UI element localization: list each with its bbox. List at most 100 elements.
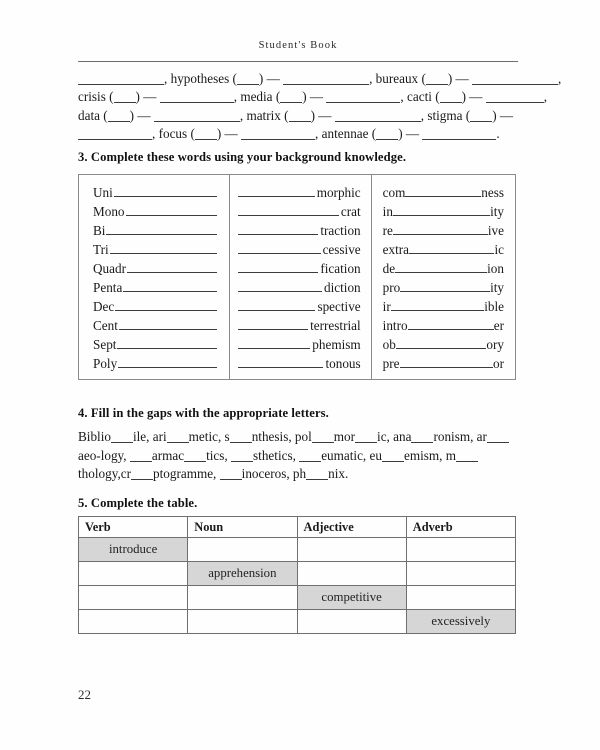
answer-blank[interactable] bbox=[166, 431, 189, 443]
answer-blank[interactable] bbox=[125, 204, 218, 216]
answer-blank[interactable] bbox=[238, 204, 339, 216]
answer-blank[interactable] bbox=[376, 128, 399, 140]
answer-blank[interactable] bbox=[326, 91, 401, 104]
empty-cell[interactable] bbox=[77, 561, 189, 586]
text-run: tics, bbox=[206, 447, 232, 463]
answer-blank[interactable] bbox=[280, 91, 303, 104]
answer-blank[interactable] bbox=[194, 128, 217, 140]
text-run: ) — bbox=[258, 71, 284, 86]
answer-blank[interactable] bbox=[236, 73, 259, 85]
answer-blank[interactable] bbox=[470, 110, 493, 122]
answer-blank[interactable] bbox=[106, 223, 218, 235]
answer-blank[interactable] bbox=[78, 73, 164, 85]
answer-blank[interactable] bbox=[392, 204, 491, 216]
answer-blank[interactable] bbox=[159, 91, 234, 104]
column-header: Adjective bbox=[296, 516, 407, 538]
answer-blank[interactable] bbox=[238, 337, 311, 349]
empty-cell[interactable] bbox=[405, 537, 517, 562]
word-row: ir ible bbox=[383, 297, 504, 316]
word-row: Penta bbox=[93, 278, 218, 297]
answer-blank[interactable] bbox=[219, 468, 242, 480]
answer-blank[interactable] bbox=[238, 185, 315, 197]
answer-blank[interactable] bbox=[334, 110, 421, 122]
word-row: Uni bbox=[93, 183, 218, 202]
answer-blank[interactable] bbox=[390, 299, 485, 311]
answer-blank[interactable] bbox=[299, 450, 322, 462]
empty-cell[interactable] bbox=[77, 585, 189, 610]
answer-blank[interactable] bbox=[485, 91, 544, 104]
answer-blank[interactable] bbox=[115, 299, 218, 311]
answer-blank[interactable] bbox=[107, 110, 130, 122]
answer-blank[interactable] bbox=[395, 261, 488, 273]
answer-blank[interactable] bbox=[411, 431, 434, 443]
answer-blank[interactable] bbox=[117, 337, 218, 349]
empty-cell[interactable] bbox=[187, 585, 298, 610]
empty-cell[interactable] bbox=[296, 561, 407, 586]
word-prefix: Poly bbox=[93, 356, 118, 371]
answer-blank[interactable] bbox=[288, 110, 311, 122]
answer-blank[interactable] bbox=[395, 337, 487, 349]
answer-blank[interactable] bbox=[405, 185, 482, 197]
empty-cell[interactable] bbox=[187, 609, 298, 634]
word-row: cessive bbox=[238, 240, 361, 259]
answer-blank[interactable] bbox=[109, 242, 218, 254]
answer-blank[interactable] bbox=[306, 468, 329, 480]
answer-blank[interactable] bbox=[381, 450, 404, 462]
answer-blank[interactable] bbox=[392, 223, 488, 235]
answer-blank[interactable] bbox=[486, 431, 509, 443]
answer-blank[interactable] bbox=[229, 431, 252, 443]
answer-blank[interactable] bbox=[407, 318, 494, 330]
filled-cell[interactable]: excessively bbox=[405, 609, 517, 634]
filled-cell[interactable]: introduce bbox=[77, 537, 189, 562]
answer-blank[interactable] bbox=[409, 242, 495, 254]
answer-blank[interactable] bbox=[153, 110, 240, 122]
answer-blank[interactable] bbox=[238, 280, 323, 292]
text-run: inoceros, ph bbox=[241, 466, 307, 481]
answer-blank[interactable] bbox=[238, 299, 316, 311]
word-suffix: or bbox=[493, 356, 504, 371]
answer-blank[interactable] bbox=[118, 356, 218, 368]
answer-blank[interactable] bbox=[425, 73, 448, 85]
answer-blank[interactable] bbox=[123, 280, 218, 292]
word-suffix: ible bbox=[484, 299, 504, 314]
text-run: logy, bbox=[100, 447, 130, 463]
answer-blank[interactable] bbox=[118, 318, 218, 330]
empty-cell[interactable] bbox=[405, 561, 517, 586]
answer-blank[interactable] bbox=[231, 450, 254, 462]
answer-blank[interactable] bbox=[238, 318, 309, 330]
answer-blank[interactable] bbox=[439, 91, 462, 104]
answer-blank[interactable] bbox=[399, 356, 493, 368]
word-suffix: diction bbox=[324, 280, 361, 295]
answer-blank[interactable] bbox=[456, 450, 478, 462]
filled-cell[interactable]: competitive bbox=[296, 585, 407, 610]
answer-blank[interactable] bbox=[113, 91, 136, 104]
answer-blank[interactable] bbox=[113, 185, 218, 197]
answer-blank[interactable] bbox=[422, 128, 497, 140]
answer-blank[interactable] bbox=[129, 450, 152, 462]
empty-cell[interactable] bbox=[296, 609, 407, 634]
filled-cell[interactable]: apprehension bbox=[187, 561, 298, 586]
answer-blank[interactable] bbox=[238, 242, 321, 254]
text-run: , matrix ( bbox=[239, 107, 289, 123]
answer-blank[interactable] bbox=[472, 73, 559, 85]
answer-blank[interactable] bbox=[78, 128, 152, 140]
answer-blank[interactable] bbox=[238, 261, 319, 273]
empty-cell[interactable] bbox=[187, 537, 298, 562]
empty-cell[interactable] bbox=[296, 537, 407, 562]
answer-blank[interactable] bbox=[355, 431, 378, 443]
text-run: , focus ( bbox=[152, 125, 195, 141]
answer-blank[interactable] bbox=[110, 431, 133, 443]
answer-blank[interactable] bbox=[311, 431, 334, 443]
empty-cell[interactable] bbox=[405, 585, 517, 610]
answer-blank[interactable] bbox=[184, 450, 207, 462]
answer-blank[interactable] bbox=[131, 468, 153, 480]
answer-blank[interactable] bbox=[400, 280, 491, 292]
answer-blank[interactable] bbox=[238, 356, 324, 368]
word-suffix: cessive bbox=[322, 242, 361, 257]
answer-blank[interactable] bbox=[126, 261, 218, 273]
answer-blank[interactable] bbox=[283, 73, 370, 85]
answer-blank[interactable] bbox=[238, 223, 319, 235]
empty-cell[interactable] bbox=[77, 609, 189, 634]
answer-blank[interactable] bbox=[241, 128, 316, 140]
